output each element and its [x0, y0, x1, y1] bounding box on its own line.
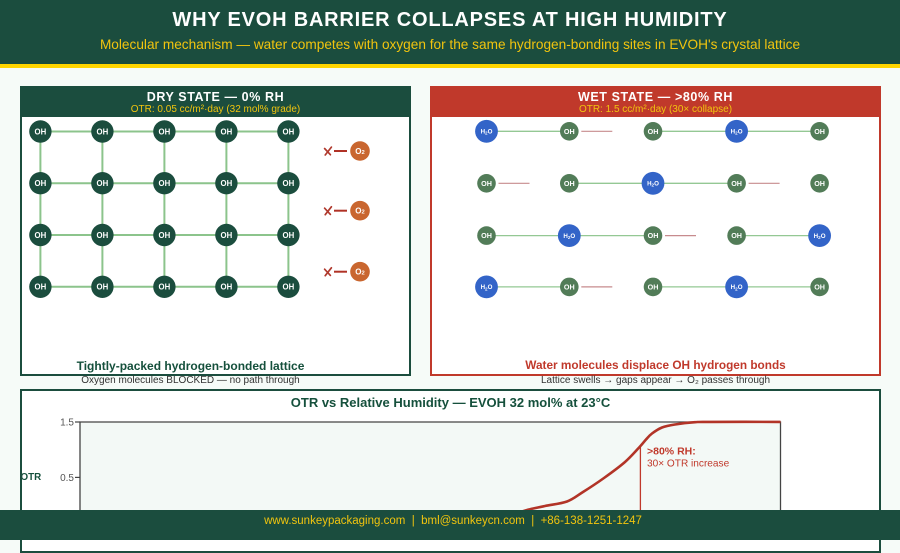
svg-text:OH: OH — [159, 231, 171, 240]
svg-text:OH: OH — [564, 283, 575, 292]
svg-text:OH: OH — [283, 283, 295, 292]
svg-text:OH: OH — [97, 283, 109, 292]
svg-text:OTR: OTR — [22, 472, 41, 483]
svg-text:H2O: H2O — [481, 129, 493, 136]
svg-text:OH: OH — [814, 179, 825, 188]
svg-text:OH: OH — [648, 283, 659, 292]
svg-text:OH: OH — [97, 179, 109, 188]
svg-text:H2O: H2O — [814, 233, 826, 240]
svg-text:OH: OH — [814, 127, 825, 136]
svg-text:OH: OH — [283, 127, 295, 136]
svg-text:30× OTR increase: 30× OTR increase — [647, 458, 730, 469]
svg-text:OH: OH — [159, 179, 171, 188]
svg-text:H2O: H2O — [731, 129, 743, 136]
svg-text:OH: OH — [221, 231, 233, 240]
svg-text:OH: OH — [159, 127, 171, 136]
svg-text:OH: OH — [731, 231, 742, 240]
svg-text:OH: OH — [35, 231, 47, 240]
svg-text:OH: OH — [221, 283, 233, 292]
svg-text:OH: OH — [648, 231, 659, 240]
svg-text:1.5: 1.5 — [60, 418, 74, 429]
svg-text:H2O: H2O — [731, 284, 743, 291]
svg-text:OH: OH — [648, 127, 659, 136]
svg-text:0.5: 0.5 — [60, 473, 74, 484]
svg-text:OH: OH — [97, 231, 109, 240]
svg-text:OH: OH — [283, 179, 295, 188]
svg-text:OH: OH — [814, 283, 825, 292]
svg-text:OH: OH — [221, 179, 233, 188]
svg-text:O2: O2 — [355, 207, 364, 216]
svg-text:OH: OH — [564, 127, 575, 136]
svg-text:O2: O2 — [355, 268, 364, 277]
svg-text:OH: OH — [35, 179, 47, 188]
svg-text:H2O: H2O — [647, 181, 659, 188]
svg-text:OH: OH — [564, 179, 575, 188]
svg-text:OH: OH — [97, 127, 109, 136]
svg-text:OH: OH — [221, 127, 233, 136]
svg-text:OH: OH — [731, 179, 742, 188]
svg-text:OH: OH — [35, 127, 47, 136]
svg-text:OH: OH — [159, 283, 171, 292]
svg-text:OH: OH — [283, 231, 295, 240]
svg-text:OH: OH — [481, 231, 492, 240]
svg-text:H2O: H2O — [481, 284, 493, 291]
svg-text:OH: OH — [481, 179, 492, 188]
svg-text:OH: OH — [35, 283, 47, 292]
svg-text:O2: O2 — [355, 147, 364, 156]
svg-text:>80% RH:: >80% RH: — [647, 446, 696, 458]
svg-text:H2O: H2O — [563, 233, 575, 240]
